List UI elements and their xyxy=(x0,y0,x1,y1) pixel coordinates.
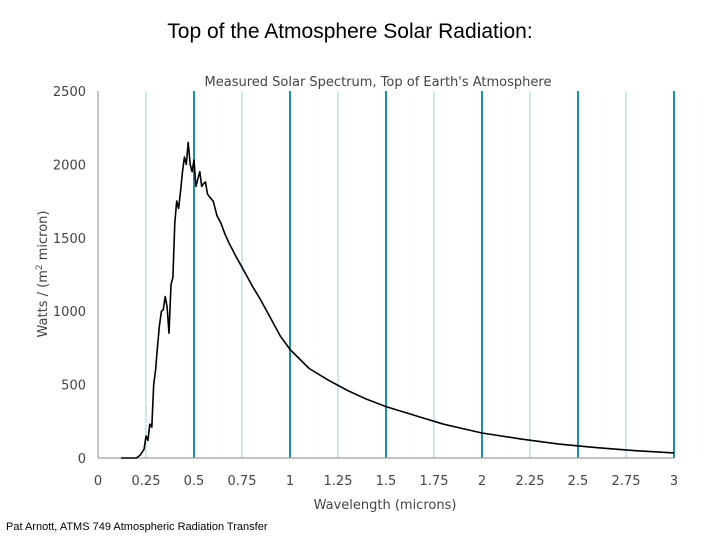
y-tick-label: 500 xyxy=(61,379,86,394)
y-tick-labels: 0 500 1000 1500 2000 2500 xyxy=(53,85,86,467)
x-tick-label: 2.75 xyxy=(612,474,641,489)
grid-lines xyxy=(145,91,675,458)
y-tick-label: 0 xyxy=(78,452,86,467)
y-tick-label: 1000 xyxy=(53,305,86,320)
x-tick-label: 1.25 xyxy=(324,474,353,489)
y-axis-label-end: micron) xyxy=(36,211,51,265)
y-axis-label: Watts / (m2 micron) xyxy=(35,211,51,338)
x-tick-label: 1 xyxy=(286,474,294,489)
y-tick-label: 1500 xyxy=(53,232,86,247)
y-axis-label-main: Watts / (m xyxy=(36,270,51,337)
y-tick-label: 2500 xyxy=(53,85,86,100)
y-axis-label-superscript: 2 xyxy=(35,264,45,270)
x-axis-label: Wavelength (microns) xyxy=(314,498,457,513)
spectrum-line xyxy=(121,141,675,459)
chart-title: Measured Solar Spectrum, Top of Earth's … xyxy=(205,75,552,90)
x-tick-label: 0.25 xyxy=(132,474,161,489)
x-tick-label: 0.5 xyxy=(184,474,205,489)
x-tick-label: 2.25 xyxy=(516,474,545,489)
y-tick-label: 2000 xyxy=(53,158,86,173)
x-tick-labels: 0 0.25 0.5 0.75 1 1.25 1.5 1.75 2 2.25 2.5 2.75 3 xyxy=(94,474,678,489)
footer-credit: Pat Arnott, ATMS 749 Atmospheric Radiati… xyxy=(6,521,268,533)
x-tick-label: 0 xyxy=(94,474,102,489)
x-tick-label: 1.5 xyxy=(376,474,397,489)
slide-title: Top of the Atmosphere Solar Radiation: xyxy=(167,20,533,43)
x-tick-label: 2 xyxy=(478,474,486,489)
x-tick-label: 3 xyxy=(670,474,678,489)
x-tick-label: 1.75 xyxy=(420,474,449,489)
x-tick-label: 0.75 xyxy=(228,474,257,489)
x-tick-label: 2.5 xyxy=(568,474,589,489)
